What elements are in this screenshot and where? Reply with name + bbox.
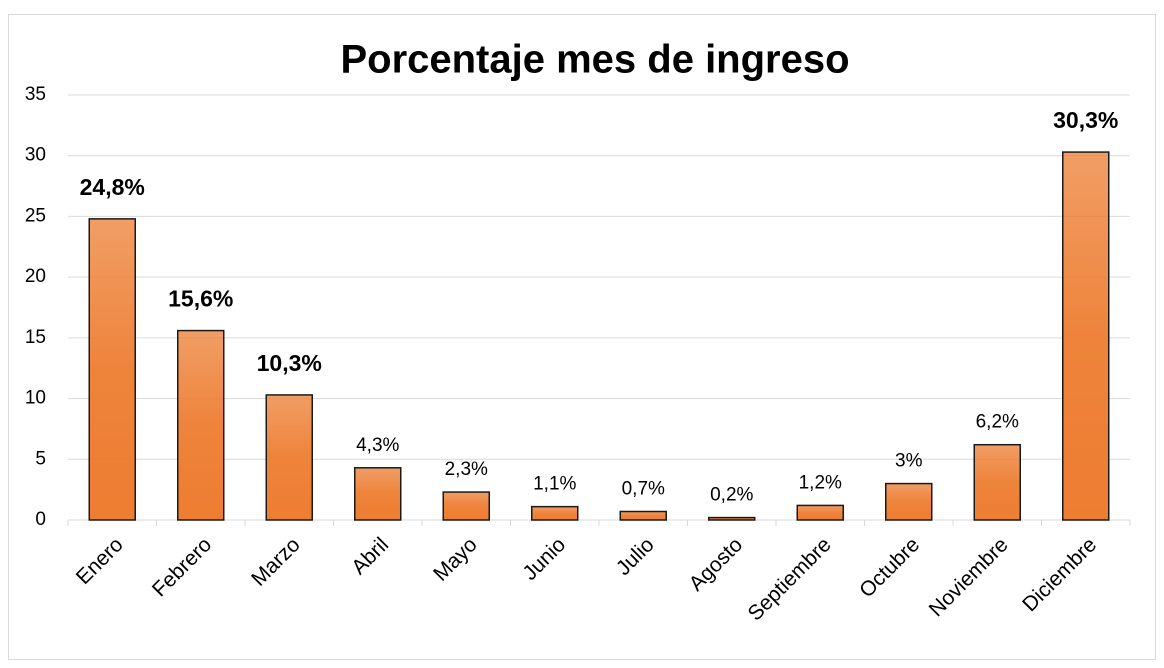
value-label: 15,6% <box>168 286 233 312</box>
y-tick-label: 25 <box>25 205 46 226</box>
y-tick-label: 20 <box>25 266 46 287</box>
value-label: 1,1% <box>533 474 576 495</box>
bar <box>442 491 490 521</box>
value-label: 6,2% <box>976 412 1019 433</box>
value-label: 2,3% <box>445 459 488 480</box>
bar <box>177 329 225 521</box>
bar <box>1062 151 1110 521</box>
bar <box>796 504 844 521</box>
bar <box>619 510 667 521</box>
bar <box>88 218 136 521</box>
value-label: 4,3% <box>356 435 399 456</box>
value-label: 0,2% <box>710 485 753 506</box>
y-tick-label: 0 <box>35 509 46 530</box>
bar <box>265 394 313 521</box>
y-tick-label: 15 <box>25 327 46 348</box>
value-label: 0,7% <box>622 479 665 500</box>
value-label: 1,2% <box>799 472 842 493</box>
value-label: 30,3% <box>1053 107 1118 133</box>
value-label: 3% <box>895 451 923 472</box>
bar <box>354 467 402 521</box>
y-tick-label: 5 <box>35 448 46 469</box>
bar <box>708 516 756 521</box>
value-label: 10,3% <box>257 350 322 376</box>
y-tick-label: 35 <box>25 84 46 105</box>
value-label: 24,8% <box>80 174 145 200</box>
bar <box>885 482 933 521</box>
chart-title: Porcentaje mes de ingreso <box>340 38 849 82</box>
bar <box>531 505 579 521</box>
y-tick-label: 30 <box>25 145 46 166</box>
bar <box>973 443 1021 521</box>
y-tick-label: 10 <box>25 388 46 409</box>
